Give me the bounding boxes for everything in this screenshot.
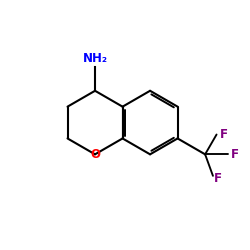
Text: NH₂: NH₂: [82, 52, 108, 65]
Text: F: F: [214, 172, 222, 185]
Text: F: F: [231, 148, 239, 161]
Text: F: F: [220, 128, 228, 141]
Text: O: O: [90, 148, 100, 161]
